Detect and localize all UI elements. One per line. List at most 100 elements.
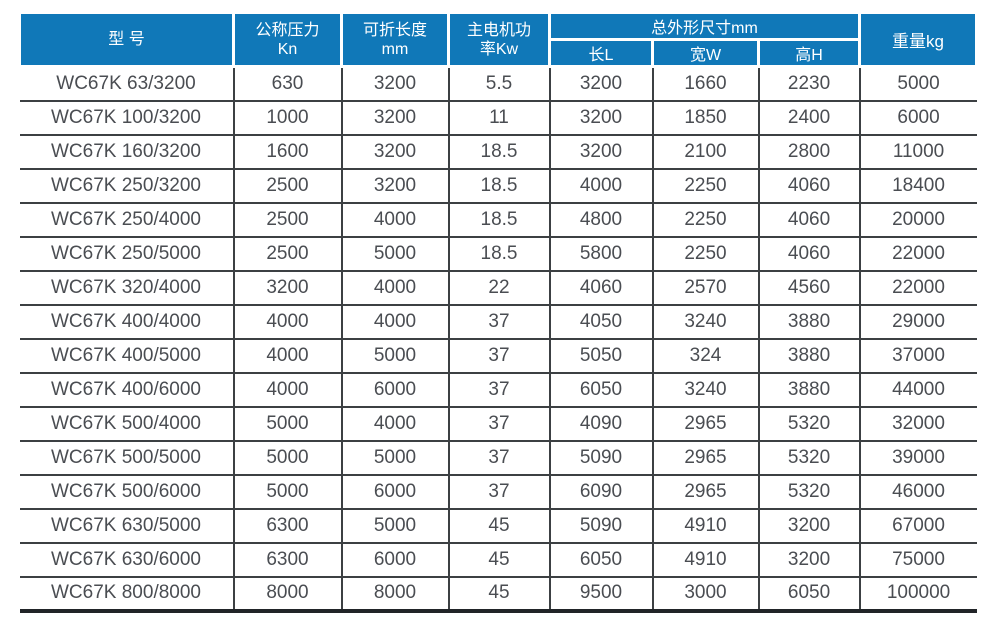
value-cell: 3240 <box>651 304 759 340</box>
header-fold-length: 可折长度 mm <box>340 11 450 68</box>
value-cell: 22 <box>447 270 550 306</box>
table-row: WC67K 250/3200 2500 3200 18.5 4000 2250 4060 18… <box>19 168 977 204</box>
value-cell: 4000 <box>232 338 342 374</box>
model-cell: WC67K 630/6000 <box>19 542 234 578</box>
value-cell: 29000 <box>858 304 977 340</box>
value-cell: 5090 <box>548 440 653 476</box>
value-cell: 22000 <box>858 236 977 272</box>
model-cell: WC67K 63/3200 <box>19 66 234 102</box>
model-cell: WC67K 320/4000 <box>19 270 234 306</box>
value-cell: 5000 <box>340 440 449 476</box>
value-cell: 46000 <box>858 474 977 510</box>
value-cell: 6000 <box>340 372 449 408</box>
spec-table: 型 号 公称压力 Kn 可折长度 mm 主电机功 率Kw 总外形尺寸mm 重量k… <box>18 11 979 613</box>
value-cell: 2230 <box>757 66 860 102</box>
value-cell: 6300 <box>232 542 342 578</box>
header-motor-power: 主电机功 率Kw <box>447 11 551 68</box>
value-cell: 2250 <box>651 202 759 238</box>
value-cell: 4000 <box>232 372 342 408</box>
value-cell: 8000 <box>340 576 449 613</box>
table-row: WC67K 500/6000 5000 6000 37 6090 2965 5320 4600… <box>19 474 977 510</box>
value-cell: 3200 <box>340 66 449 102</box>
value-cell: 3200 <box>232 270 342 306</box>
value-cell: 5000 <box>232 406 342 442</box>
value-cell: 2400 <box>757 100 860 136</box>
model-cell: WC67K 400/5000 <box>19 338 234 374</box>
value-cell: 5800 <box>548 236 653 272</box>
value-cell: 75000 <box>858 542 977 578</box>
value-cell: 39000 <box>858 440 977 476</box>
value-cell: 45 <box>447 576 550 613</box>
value-cell: 2570 <box>651 270 759 306</box>
model-cell: WC67K 400/4000 <box>19 304 234 340</box>
value-cell: 5000 <box>340 236 449 272</box>
model-cell: WC67K 630/5000 <box>19 508 234 544</box>
header-motor-power-line2: 率Kw <box>479 40 519 58</box>
value-cell: 1850 <box>651 100 759 136</box>
value-cell: 45 <box>447 508 550 544</box>
value-cell: 45 <box>447 542 550 578</box>
value-cell: 37 <box>447 406 550 442</box>
value-cell: 6300 <box>232 508 342 544</box>
value-cell: 18.5 <box>447 202 550 238</box>
value-cell: 1660 <box>651 66 759 102</box>
value-cell: 37 <box>447 372 550 408</box>
table-row: WC67K 400/4000 4000 4000 37 4050 3240 3880 2900… <box>19 304 977 340</box>
value-cell: 4060 <box>757 202 860 238</box>
value-cell: 18400 <box>858 168 977 204</box>
model-cell: WC67K 800/8000 <box>19 576 234 613</box>
table-row: WC67K 160/3200 1600 3200 18.5 3200 2100 2800 11… <box>19 134 977 170</box>
header-fold-length-line1: 可折长度 <box>362 21 427 39</box>
value-cell: 4560 <box>757 270 860 306</box>
model-cell: WC67K 500/6000 <box>19 474 234 510</box>
value-cell: 32000 <box>858 406 977 442</box>
value-cell: 22000 <box>858 270 977 306</box>
model-cell: WC67K 250/5000 <box>19 236 234 272</box>
value-cell: 4000 <box>340 406 449 442</box>
header-pressure-line2: Kn <box>277 40 298 58</box>
header-weight: 重量kg <box>858 11 979 68</box>
value-cell: 630 <box>232 66 342 102</box>
model-cell: WC67K 100/3200 <box>19 100 234 136</box>
header-model-label: 型 号 <box>108 31 145 48</box>
header-fold-length-line2: mm <box>381 40 409 58</box>
header-pressure: 公称压力 Kn <box>232 11 343 68</box>
value-cell: 2100 <box>651 134 759 170</box>
value-cell: 37 <box>447 440 550 476</box>
value-cell: 2250 <box>651 168 759 204</box>
value-cell: 37 <box>447 338 550 374</box>
value-cell: 1000 <box>232 100 342 136</box>
value-cell: 2250 <box>651 236 759 272</box>
value-cell: 5000 <box>232 440 342 476</box>
value-cell: 6090 <box>548 474 653 510</box>
value-cell: 4000 <box>232 304 342 340</box>
value-cell: 6000 <box>858 100 977 136</box>
value-cell: 3880 <box>757 372 860 408</box>
header-dim-height: 高H <box>756 38 862 68</box>
value-cell: 4910 <box>651 542 759 578</box>
header-row-sub: 长L 宽W 高H <box>20 38 977 68</box>
value-cell: 2965 <box>651 406 759 442</box>
value-cell: 5000 <box>858 66 977 102</box>
value-cell: 11000 <box>858 134 977 170</box>
value-cell: 5000 <box>340 508 449 544</box>
value-cell: 3200 <box>548 66 653 102</box>
value-cell: 8000 <box>232 576 342 613</box>
table-body: WC67K 63/3200 630 3200 5.5 3200 1660 2230 5000 W… <box>19 66 977 613</box>
value-cell: 5.5 <box>447 66 550 102</box>
value-cell: 44000 <box>858 372 977 408</box>
value-cell: 37000 <box>858 338 977 374</box>
model-cell: WC67K 500/5000 <box>19 440 234 476</box>
model-cell: WC67K 400/6000 <box>19 372 234 408</box>
value-cell: 324 <box>651 338 759 374</box>
value-cell: 2800 <box>757 134 860 170</box>
table-row: WC67K 500/4000 5000 4000 37 4090 2965 5320 3200… <box>19 406 977 442</box>
value-cell: 4060 <box>757 236 860 272</box>
value-cell: 4060 <box>757 168 860 204</box>
value-cell: 6000 <box>340 542 449 578</box>
value-cell: 3200 <box>340 100 449 136</box>
header-row-top: 型 号 公称压力 Kn 可折长度 mm 主电机功 率Kw 总外形尺寸mm 重量k… <box>18 11 979 68</box>
value-cell: 100000 <box>858 576 977 613</box>
value-cell: 3200 <box>340 168 449 204</box>
value-cell: 4000 <box>548 168 653 204</box>
